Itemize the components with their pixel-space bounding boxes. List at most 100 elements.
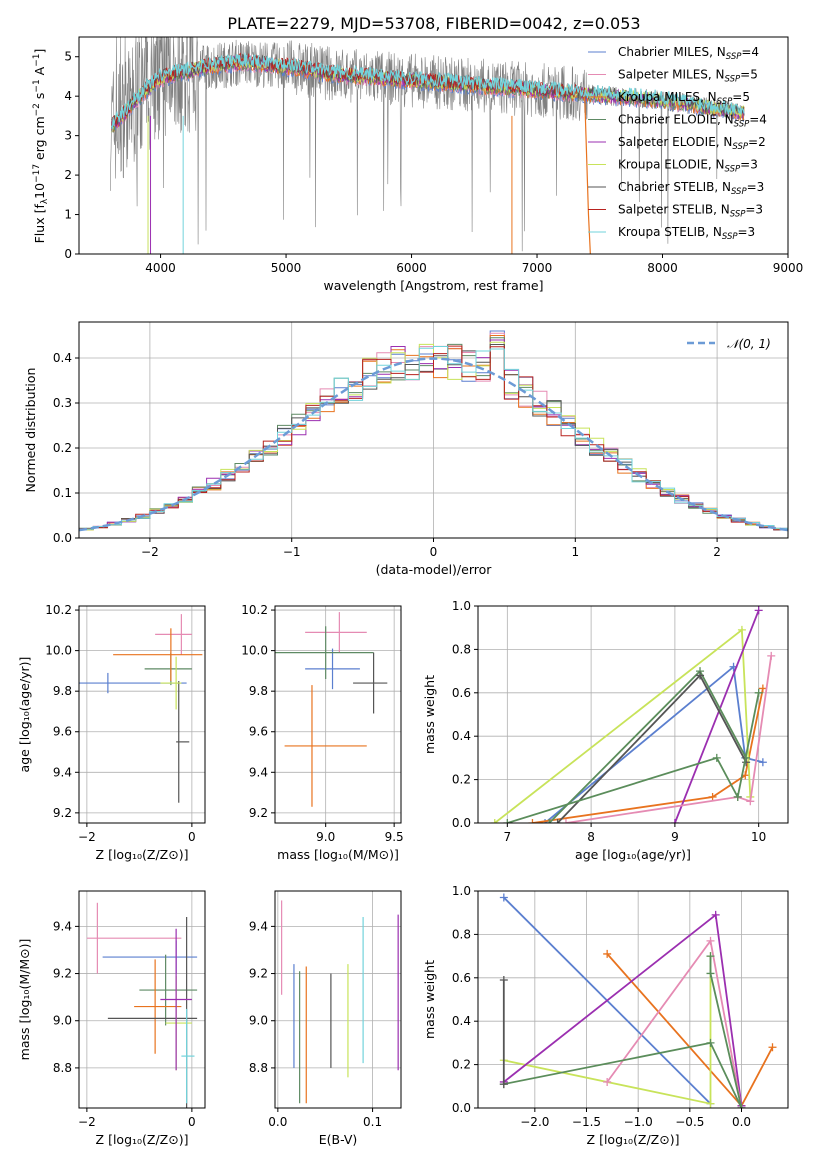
y-label-part: ]	[32, 49, 47, 54]
legend-sub: SSP	[722, 232, 738, 242]
axes-frame	[477, 605, 789, 824]
x-tick-label: 9000	[773, 261, 804, 275]
y-tick-label: 10.2	[241, 603, 268, 617]
plot-area	[86, 902, 198, 1108]
legend-text: Chabrier ELODIE, N	[618, 113, 734, 127]
y-tick-label: 0	[64, 247, 72, 261]
y-tick-label: 0.6	[452, 971, 471, 985]
series-marker	[503, 819, 512, 823]
y-tick-label: 1.0	[452, 599, 471, 613]
grid	[275, 891, 401, 1108]
x-tick-label: 0	[430, 545, 438, 559]
x-tick-label: 9.5	[385, 830, 404, 844]
histogram-step	[79, 346, 788, 530]
legend-sub: SSP	[725, 75, 741, 85]
y-label-part: λ	[40, 198, 50, 204]
errorbar-point	[113, 628, 203, 682]
series-marker	[706, 1038, 715, 1047]
legend-sub: SSP	[731, 187, 747, 197]
x-axis-label: mass [log₁₀(M/M⊙)]	[277, 847, 399, 862]
spectrum-panel: 4000 5000 6000 7000 8000 9000 0 1 2 3 4 5 wavelength…	[32, 36, 804, 293]
mass-vs-ebv-panel: 0.0 0.1 8.8 9.0 9.2 9.4 E(B-V)	[249, 890, 402, 1147]
y-label-part: −2	[32, 103, 42, 116]
errorbar-point	[181, 1008, 195, 1104]
y-label-part: −1	[32, 54, 42, 67]
x-tick-label: 8	[587, 830, 595, 844]
series-marker	[737, 1104, 746, 1108]
y-label-part: Flux [f	[32, 204, 47, 244]
y-tick-label: 9.6	[53, 725, 72, 739]
x-tick-label: 0.0	[732, 1115, 751, 1129]
x-tick-label: 0	[188, 1115, 196, 1129]
y-tick-label: 1.0	[452, 884, 471, 898]
y-tick-label: 4	[64, 89, 72, 103]
y-tick-label: 9.6	[249, 725, 268, 739]
y-tick-label: 9.4	[249, 919, 268, 933]
x-tick-label: −2	[78, 1115, 96, 1129]
y-tick-label: 2	[64, 168, 72, 182]
y-tick-label: 9.8	[249, 684, 268, 698]
x-tick-label: −1	[283, 545, 301, 559]
series-line	[544, 665, 764, 823]
legend-tail: =5	[732, 90, 750, 104]
y-tick-label: 9.8	[53, 684, 72, 698]
axes-frame	[274, 890, 402, 1109]
legend-entry: Salpeter STELIB, NSSP=3	[618, 203, 763, 220]
errorbar-point	[275, 626, 374, 680]
x-tick-label: 7000	[522, 261, 553, 275]
y-tick-label: 9.0	[249, 1014, 268, 1028]
y-tick-label: 8.8	[249, 1061, 268, 1075]
y-axis-label: Flux [fλ10−17 erg cm−2 s−1 A−1]	[32, 49, 50, 244]
plot-area	[281, 900, 399, 1104]
y-tick-label: 0.3	[53, 396, 72, 410]
y-tick-label: 0.2	[452, 1058, 471, 1072]
legend-sub: SSP	[732, 142, 748, 152]
series-marker	[499, 975, 508, 984]
y-tick-label: 8.8	[53, 1061, 72, 1075]
errorbar-point	[284, 685, 367, 807]
legend-entry: Kroupa ELODIE, NSSP=3	[618, 158, 758, 175]
errorbar-point	[160, 928, 192, 1071]
series-marker	[746, 797, 755, 806]
legend-tail: =3	[738, 225, 756, 239]
errorbar-point	[155, 614, 192, 655]
series-marker	[708, 792, 717, 801]
errorbar-point	[353, 652, 388, 714]
series-marker	[499, 893, 508, 902]
series-marker	[553, 819, 562, 823]
axes-frame	[477, 890, 789, 1109]
legend-text: Chabrier STELIB, N	[618, 180, 731, 194]
errorbar-point	[176, 681, 190, 803]
age-vs-mass-panel: 9.0 9.5 9.2 9.4 9.6 9.8 10.0 10.2 mass [log₁₀(M/…	[241, 603, 403, 862]
axes-frame	[274, 605, 402, 824]
legend-text: Kroupa ELODIE, N	[618, 158, 725, 172]
series-marker	[758, 758, 767, 767]
y-tick-label: 0.4	[452, 1014, 471, 1028]
axes-frame	[78, 605, 206, 824]
y-axis-label: age [log₁₀(age/yr)]	[17, 657, 32, 773]
plot-area	[490, 606, 776, 823]
x-axis-label: wavelength [Angstrom, rest frame]	[323, 278, 543, 293]
y-tick-label: 5	[64, 50, 72, 64]
y-tick-label: 9.2	[53, 806, 72, 820]
series-marker	[603, 1077, 612, 1086]
legend-text: Salpeter MILES, N	[618, 68, 725, 82]
x-tick-label: −2	[141, 545, 159, 559]
x-tick-label: 6000	[396, 261, 427, 275]
axes-frame	[78, 890, 206, 1109]
y-label-part: 10	[32, 183, 47, 199]
series-marker	[706, 1099, 715, 1108]
series-marker	[737, 625, 746, 634]
series-line	[532, 688, 764, 823]
axes-frame	[78, 321, 789, 539]
legend-tail: =2	[748, 135, 766, 149]
series-marker	[603, 949, 612, 958]
x-tick-label: 7	[504, 830, 512, 844]
y-tick-label: 0.0	[53, 531, 72, 545]
errorbar-point	[86, 902, 182, 974]
series-marker	[561, 819, 570, 823]
series-marker	[706, 936, 715, 945]
errorbar-point	[160, 656, 182, 710]
y-tick-label: 1	[64, 208, 72, 222]
